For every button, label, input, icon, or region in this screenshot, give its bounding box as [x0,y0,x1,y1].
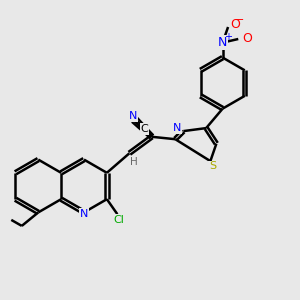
Text: O: O [230,17,240,31]
Text: N: N [129,111,137,122]
Text: Cl: Cl [113,214,124,225]
Text: N: N [218,36,227,49]
Text: H: H [130,157,138,167]
Text: S: S [209,161,216,172]
Text: +: + [224,32,232,42]
Text: N: N [172,123,181,133]
Text: −: − [235,15,244,26]
Text: N: N [80,209,88,219]
Text: O: O [242,32,252,46]
Text: C: C [141,124,148,134]
